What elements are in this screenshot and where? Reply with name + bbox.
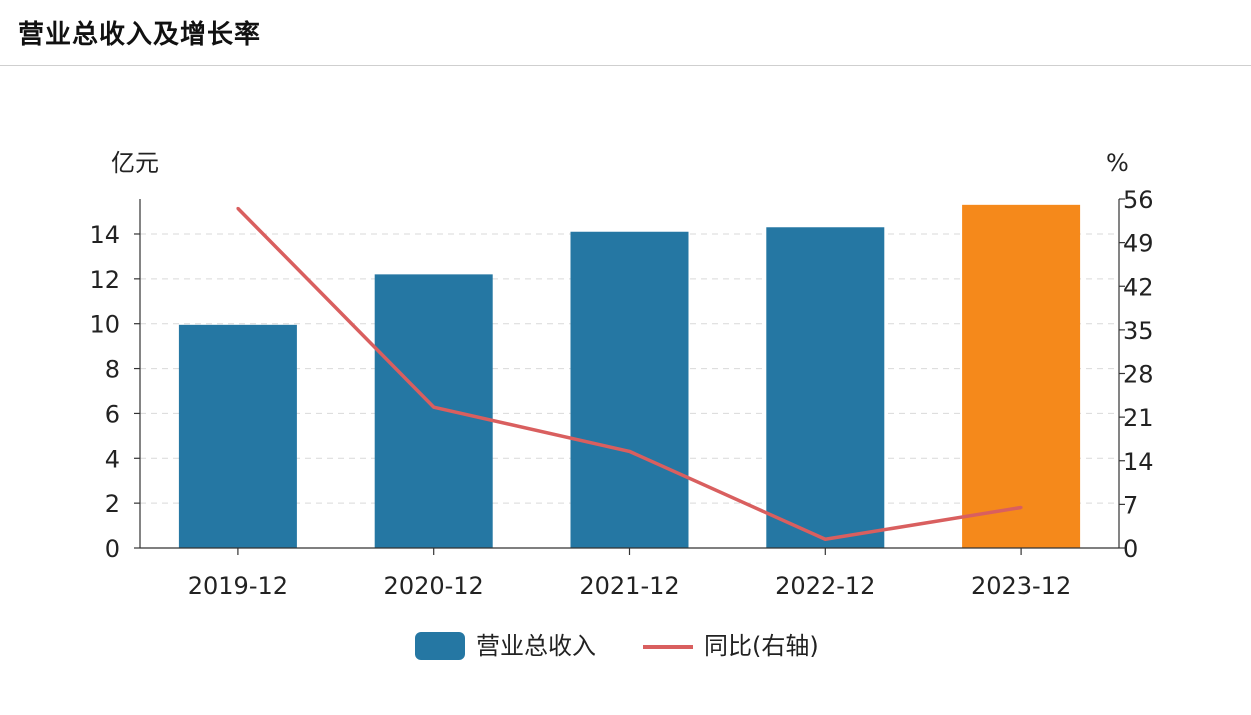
x-tick-label: 2022-12 — [775, 572, 875, 600]
right-tick-label: 28 — [1123, 361, 1154, 389]
bar-2019-12 — [178, 324, 297, 548]
x-tick-label: 2019-12 — [188, 572, 288, 600]
right-axis-unit: % — [1106, 149, 1129, 177]
left-tick-label: 6 — [105, 400, 120, 428]
x-tick-label: 2020-12 — [384, 572, 484, 600]
right-tick-label: 7 — [1123, 491, 1138, 519]
left-tick-label: 10 — [89, 311, 120, 339]
right-tick-label: 49 — [1123, 230, 1154, 258]
growth-point-2020-12 — [432, 405, 436, 409]
left-tick-label: 12 — [89, 266, 120, 294]
growth-point-2023-12 — [1019, 505, 1023, 509]
right-tick-label: 0 — [1123, 535, 1138, 563]
bar-2021-12 — [570, 231, 689, 549]
legend-swatch-bar — [415, 632, 465, 660]
left-tick-label: 0 — [105, 535, 120, 563]
right-tick-label: 35 — [1123, 317, 1154, 345]
bar-2022-12 — [766, 227, 885, 548]
legend-label-revenue: 营业总收入 — [476, 632, 596, 660]
growth-point-2019-12 — [236, 206, 240, 210]
header: 营业总收入及增长率 — [0, 0, 1251, 66]
x-tick-label: 2021-12 — [579, 572, 679, 600]
left-tick-label: 8 — [105, 356, 120, 384]
right-tick-label: 42 — [1123, 273, 1154, 301]
bar-2023-12 — [962, 204, 1081, 549]
left-tick-label: 2 — [105, 490, 120, 518]
left-axis-unit: 亿元 — [111, 149, 159, 177]
right-tick-label: 14 — [1123, 448, 1154, 476]
legend-item-revenue[interactable]: 营业总收入 — [415, 632, 596, 660]
page-title: 营业总收入及增长率 — [18, 20, 262, 50]
growth-point-2022-12 — [823, 537, 827, 541]
bar-2020-12 — [374, 274, 493, 548]
bars — [178, 204, 1081, 549]
left-tick-label: 4 — [105, 445, 120, 473]
legend: 营业总收入 同比(右轴) — [415, 632, 819, 660]
x-tick-label: 2023-12 — [971, 572, 1071, 600]
growth-point-2021-12 — [628, 449, 631, 453]
right-tick-label: 21 — [1123, 404, 1154, 432]
legend-item-growth[interactable]: 同比(右轴) — [643, 632, 819, 660]
axes: 亿元 % — [111, 149, 1129, 549]
growth-line — [236, 206, 1023, 542]
left-tick-label: 14 — [89, 221, 120, 249]
right-tick-label: 56 — [1123, 186, 1154, 214]
legend-label-growth: 同比(右轴) — [704, 632, 819, 660]
tick-labels: 0 2 4 6 8 10 12 14 0 7 14 21 28 35 42 49 56 2019-12 2020-1… — [89, 186, 1153, 600]
